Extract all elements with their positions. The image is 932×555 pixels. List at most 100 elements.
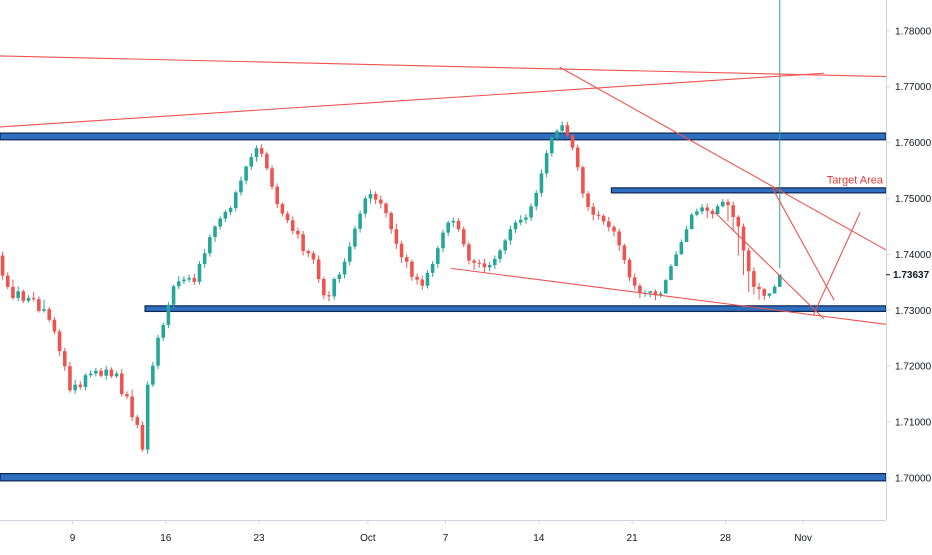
current-price-label: 1.73637 — [893, 270, 930, 281]
sr-zone-4[interactable] — [0, 472, 887, 482]
candle — [757, 282, 761, 300]
candle-body — [31, 298, 36, 300]
sr-zone-1[interactable] — [0, 132, 887, 141]
candle-body — [591, 206, 596, 215]
candle — [762, 287, 767, 301]
candle-body — [363, 198, 368, 214]
candle — [715, 204, 720, 215]
candle-body — [358, 213, 362, 229]
candle — [591, 202, 596, 221]
candle — [669, 263, 673, 281]
candle-body — [777, 274, 782, 287]
x-tick-label: Nov — [794, 533, 812, 544]
trendline-4[interactable] — [450, 267, 887, 325]
candle — [415, 273, 419, 285]
candle-body — [446, 222, 450, 233]
sr-zone-3[interactable] — [610, 187, 887, 194]
candle — [373, 191, 378, 205]
candle — [487, 262, 492, 272]
trendline-1[interactable] — [0, 55, 887, 78]
candle — [363, 195, 368, 218]
candle — [213, 225, 217, 243]
candle-body — [5, 275, 10, 287]
y-tick-label: 1.70000 — [895, 474, 932, 485]
candle — [565, 121, 570, 138]
candle-body — [384, 203, 388, 214]
candle-body — [249, 157, 254, 167]
candle-body — [16, 291, 20, 299]
candle-body — [534, 192, 539, 207]
candle-body — [684, 229, 689, 243]
price-axis[interactable]: 1.78000 1.77000 1.76000 1.75000 1.74000 1.730… — [886, 26, 932, 485]
candle — [5, 272, 10, 290]
candle — [290, 216, 295, 235]
candle-body — [228, 208, 233, 212]
candle-body — [239, 180, 243, 193]
sr-zone-2[interactable] — [144, 305, 887, 313]
candle — [518, 215, 523, 226]
candle — [125, 391, 129, 400]
candle — [664, 279, 668, 294]
candle-body — [389, 213, 393, 230]
y-tick-label: 1.73000 — [895, 306, 932, 317]
candle — [638, 283, 642, 299]
candle-body — [539, 173, 544, 193]
x-tick-label: 7 — [443, 533, 449, 544]
candle — [684, 225, 689, 243]
candle — [296, 227, 300, 239]
candle-body — [622, 245, 627, 260]
candle-body — [52, 319, 57, 332]
candle — [140, 421, 145, 452]
candle-body — [700, 207, 704, 212]
candle-body — [202, 253, 207, 264]
candle — [612, 225, 616, 237]
candle — [534, 190, 539, 211]
candle-body — [0, 255, 5, 276]
candle — [151, 361, 155, 387]
candle — [57, 329, 62, 356]
candle — [316, 255, 321, 283]
trendline-5[interactable] — [714, 212, 825, 320]
candle-body — [109, 369, 114, 377]
candle — [503, 238, 507, 255]
candle-body — [114, 373, 119, 377]
candle-body — [119, 373, 124, 395]
candle-body — [192, 277, 197, 282]
candle-body — [726, 201, 730, 206]
candle-body — [772, 286, 777, 294]
candle-body — [467, 244, 471, 261]
candle-body — [513, 222, 518, 230]
candle-body — [342, 261, 347, 275]
candle-body — [404, 257, 409, 262]
candle — [78, 381, 83, 390]
candle-body — [627, 260, 632, 278]
trendlines-layer — [0, 55, 887, 325]
time-axis[interactable]: 9 16 23 Oct 7 14 21 28 Nov — [70, 520, 812, 544]
candle — [239, 176, 243, 196]
candle-body — [399, 243, 404, 258]
candle — [389, 211, 393, 234]
candle — [446, 220, 450, 236]
candle-body — [21, 291, 26, 301]
trendline-3[interactable] — [559, 66, 887, 251]
candle — [596, 210, 601, 220]
candle — [249, 153, 254, 170]
x-tick-label: 23 — [254, 533, 266, 544]
candle — [280, 202, 285, 217]
trendline-6[interactable] — [771, 187, 835, 301]
candle-body — [197, 263, 202, 282]
candle-body — [632, 277, 637, 286]
candle — [695, 208, 699, 217]
trendline-7[interactable] — [812, 212, 861, 316]
trendline-2[interactable] — [0, 72, 824, 128]
candle — [477, 259, 482, 268]
candle — [726, 199, 730, 222]
candle — [498, 248, 502, 263]
candle-body — [762, 289, 767, 296]
candle — [436, 246, 440, 268]
candle-body — [565, 125, 570, 136]
candle-body — [337, 274, 342, 280]
candle — [394, 223, 399, 249]
